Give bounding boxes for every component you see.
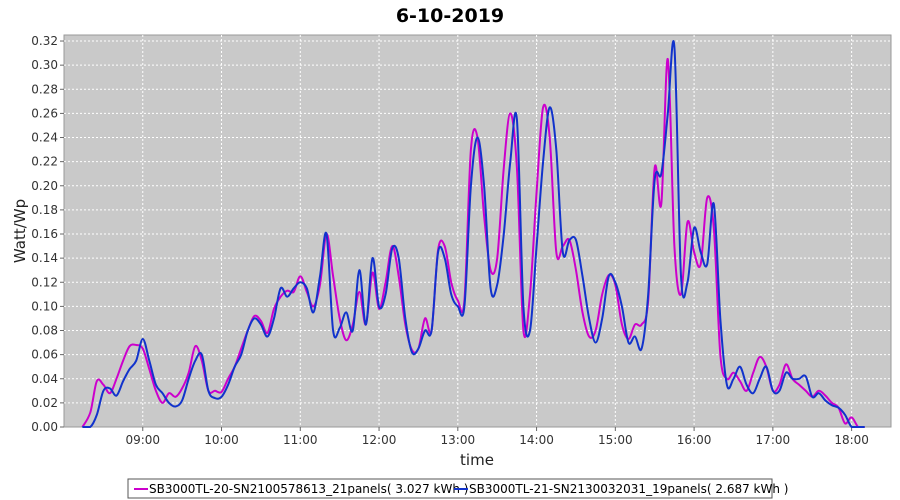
y-tick-label: 0.14 [31,251,58,265]
y-tick-label: 0.24 [31,131,58,145]
series-lines [81,40,865,428]
axes: 0.00 0.02 0.04 0.06 0.08 0.10 0.12 0.14 0.16 0.18… [31,34,869,447]
y-tick-label: 0.28 [31,82,58,96]
y-tick-label: 0.26 [31,106,58,120]
grid-lines [64,35,891,427]
y-tick-label: 0.06 [31,348,58,362]
y-tick-label: 0.08 [31,324,58,338]
y-tick-label: 0.04 [31,372,58,386]
y-tick-label: 0.32 [31,34,58,48]
x-tick-label: 18:00 [834,433,869,447]
x-tick-label: 13:00 [441,433,476,447]
legend-entry-series-2: SB3000TL-21-SN2130032031_19panels( 2.687… [469,482,788,496]
y-tick-label: 0.10 [31,299,58,313]
y-tick-label: 0.22 [31,155,58,169]
x-tick-label: 09:00 [125,433,160,447]
chart-title: 6-10-2019 [396,5,504,27]
y-tick-label: 0.00 [31,420,58,434]
x-tick-label: 10:00 [204,433,239,447]
x-tick-label: 17:00 [756,433,791,447]
y-tick-label: 0.18 [31,203,58,217]
x-tick-label: 12:00 [362,433,397,447]
x-tick-label: 15:00 [598,433,633,447]
y-tick-label: 0.20 [31,179,58,193]
y-tick-label: 0.12 [31,275,58,289]
series-line-1 [81,58,865,428]
y-tick-label: 0.02 [31,396,58,410]
series-line-2 [82,40,865,428]
legend: SB3000TL-20-SN2100578613_21panels( 3.027… [127,478,788,499]
x-axis-label: time [460,451,494,469]
legend-entry-series-1: SB3000TL-20-SN2100578613_21panels( 3.027… [149,482,468,496]
x-tick-label: 11:00 [283,433,318,447]
y-axis-label: Watt/Wp [11,199,29,263]
x-tick-label: 14:00 [519,433,554,447]
y-tick-label: 0.16 [31,227,58,241]
y-tick-label: 0.30 [31,58,58,72]
x-tick-label: 16:00 [677,433,712,447]
legend-box [127,478,773,499]
